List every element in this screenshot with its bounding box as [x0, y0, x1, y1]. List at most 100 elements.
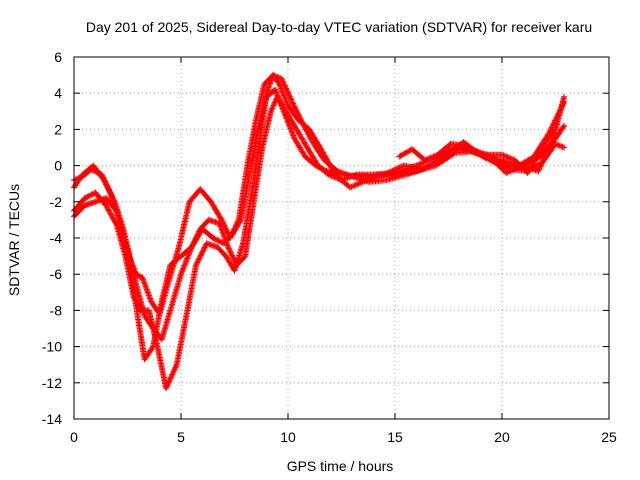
data-point	[88, 191, 95, 198]
data-point	[241, 254, 248, 261]
data-point	[270, 102, 277, 109]
data-point	[268, 106, 275, 113]
data-point	[269, 105, 276, 112]
data-point	[423, 156, 430, 163]
data-point	[106, 209, 113, 216]
data-point	[105, 207, 112, 214]
data-point	[166, 376, 173, 383]
data-point	[549, 127, 556, 134]
data-point	[550, 126, 557, 133]
data-point	[285, 119, 292, 126]
data-point	[163, 385, 170, 392]
data-point	[100, 174, 107, 181]
data-point	[392, 166, 399, 173]
data-point	[555, 142, 562, 149]
data-point	[278, 75, 285, 82]
data-point	[211, 235, 218, 242]
data-point	[201, 245, 208, 252]
data-point	[167, 375, 174, 382]
data-point	[277, 82, 284, 89]
y-tick-label: -2	[50, 194, 63, 210]
data-point	[282, 95, 289, 102]
data-point	[506, 154, 513, 161]
data-point	[286, 93, 293, 100]
data-point	[272, 88, 279, 95]
data-point	[503, 169, 510, 176]
data-point	[506, 168, 513, 175]
x-tick-label: 0	[70, 429, 78, 445]
data-point	[286, 122, 293, 129]
data-point	[76, 174, 83, 181]
data-point	[535, 168, 542, 175]
data-point	[279, 105, 286, 112]
data-point	[403, 149, 410, 156]
data-point	[396, 153, 403, 160]
data-point	[291, 103, 298, 110]
data-point	[134, 271, 141, 278]
data-point	[430, 153, 437, 160]
data-point	[284, 116, 291, 123]
data-point	[178, 269, 185, 276]
data-point	[73, 175, 80, 182]
data-point	[315, 163, 322, 170]
data-point	[559, 143, 566, 150]
data-point	[538, 160, 545, 167]
data-point	[278, 85, 285, 92]
data-point	[289, 129, 296, 136]
data-point	[282, 97, 289, 104]
data-point	[278, 86, 285, 93]
data-point	[560, 124, 567, 131]
data-point	[290, 101, 297, 108]
data-point	[393, 165, 400, 172]
data-point	[524, 160, 531, 167]
data-point	[558, 143, 565, 150]
data-point	[523, 161, 530, 168]
data-point	[501, 152, 508, 159]
data-point	[287, 125, 294, 132]
data-point	[276, 98, 283, 105]
data-point	[99, 173, 106, 180]
data-point	[507, 155, 514, 162]
data-point	[107, 210, 114, 217]
data-point	[229, 252, 236, 259]
data-point	[561, 144, 568, 151]
data-point	[289, 131, 296, 138]
data-point	[508, 155, 515, 162]
data-point	[288, 126, 295, 133]
data-point	[84, 193, 91, 200]
data-point	[104, 184, 111, 191]
data-point	[424, 155, 431, 162]
data-point	[184, 255, 191, 262]
data-point	[112, 206, 119, 213]
data-point	[168, 372, 175, 379]
data-point	[217, 215, 224, 222]
data-point	[401, 150, 408, 157]
data-point	[290, 132, 297, 139]
x-tick-label: 15	[387, 429, 403, 445]
data-point	[271, 99, 278, 106]
data-point	[279, 77, 286, 84]
data-point	[201, 244, 208, 251]
data-point	[219, 218, 226, 225]
data-point	[220, 221, 227, 228]
data-point	[227, 249, 234, 256]
data-point	[273, 89, 280, 96]
data-point	[278, 102, 285, 109]
data-point	[181, 262, 188, 269]
data-point	[314, 163, 321, 170]
data-point	[357, 180, 364, 187]
data-point	[199, 248, 206, 255]
data-point	[397, 152, 404, 159]
data-point	[416, 161, 423, 168]
data-point	[348, 183, 355, 190]
data-point	[171, 367, 178, 374]
data-point	[289, 99, 296, 106]
data-point	[500, 152, 507, 159]
data-point	[461, 143, 468, 150]
data-point	[319, 165, 326, 172]
data-point	[108, 211, 115, 218]
data-point	[285, 90, 292, 97]
data-point	[470, 148, 477, 155]
data-point	[279, 78, 286, 85]
